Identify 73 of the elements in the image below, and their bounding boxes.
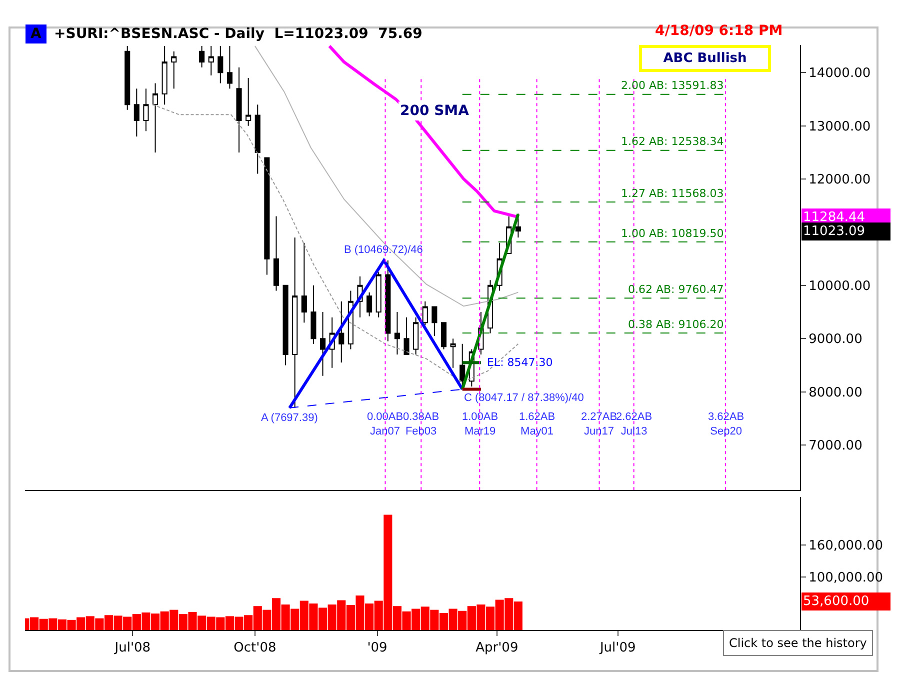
x-tick-label: Apr'09	[476, 640, 518, 656]
text: A	[30, 26, 42, 42]
ref-line-label: 1.00AB Mar19	[462, 411, 498, 438]
x-tick-label: '09	[367, 640, 388, 656]
candlestick	[404, 316, 410, 356]
candlestick	[292, 237, 298, 408]
series-label: 2.00 AB: 13591.83	[621, 79, 724, 92]
text: 4/18/09 6:18 PM	[655, 23, 783, 39]
candlestick	[134, 88, 140, 137]
text: Click to see the history	[729, 636, 867, 650]
x-tick-label: Jul'08	[114, 640, 151, 656]
candlestick	[385, 260, 391, 342]
annotation: B (10469.72)/46	[344, 244, 423, 256]
candlestick	[282, 284, 288, 366]
candlestick	[338, 300, 344, 364]
y-tick-label: 14000.00	[808, 66, 871, 82]
text: 11023.09	[803, 224, 866, 239]
y-tick-label: 7000.00	[808, 438, 862, 454]
ref-line-label: 0.00AB Jan07	[367, 411, 404, 438]
y-tick-label: 13000.00	[808, 119, 871, 134]
candlestick	[171, 50, 177, 90]
y-tick-label: 160,000.00	[808, 538, 884, 554]
x-tick-label: Oct'08	[234, 640, 276, 656]
candlestick	[246, 77, 252, 126]
candlestick	[273, 216, 280, 292]
candlestick	[236, 66, 242, 153]
series-label: 1.27 AB: 11568.03	[621, 187, 724, 200]
ref-line-label: 2.27AB Jun17	[581, 411, 618, 438]
text: 53,600.00	[803, 594, 870, 609]
candlestick	[199, 46, 205, 68]
candlestick	[226, 46, 232, 90]
chart-title: +SURI:^BSESN.ASC - Daily L=11023.09 75.69	[54, 26, 422, 42]
candlestick	[124, 46, 130, 110]
candlestick	[218, 46, 224, 84]
y-tick-label: 100,000.00	[808, 570, 884, 586]
candlestick	[376, 272, 382, 318]
ref-line-label: 0.38AB Feb03	[403, 411, 440, 438]
y-tick-label: 9000.00	[808, 332, 862, 348]
candlestick	[320, 312, 326, 376]
candlestick	[152, 82, 158, 153]
annotation: C (8047.17 / 87.38%)/40	[464, 392, 584, 404]
candlestick	[422, 300, 428, 326]
line-series	[254, 46, 519, 307]
text: 11284.44	[803, 210, 866, 225]
candlestick	[515, 213, 521, 238]
series-label: EL: 8547.30	[487, 356, 553, 369]
annotation: A (7697.39)	[261, 412, 318, 424]
ref-line-label: 2.62AB Jul13	[616, 411, 652, 438]
candlestick	[440, 322, 447, 350]
x-tick-label: Jul'09	[598, 640, 636, 656]
candlestick	[208, 46, 214, 76]
series-label: 1.62 AB: 12538.34	[621, 135, 724, 148]
series-label: 0.38 AB: 9106.20	[628, 318, 724, 331]
candlestick	[394, 312, 400, 356]
y-tick-label: 12000.00	[808, 172, 871, 188]
candlestick	[450, 338, 456, 368]
series-label: 200 SMA	[400, 103, 470, 119]
candlestick	[264, 157, 270, 276]
ref-line-label: 3.62AB Sep20	[708, 411, 744, 438]
candlestick	[413, 316, 419, 356]
y-tick-label: 10000.00	[808, 278, 871, 294]
candlestick	[366, 292, 372, 317]
candlestick	[162, 46, 168, 106]
candlestick	[432, 306, 438, 336]
candlestick	[254, 104, 260, 174]
annotation: ABC Bullish	[663, 51, 747, 66]
series-label: 0.62 AB: 9760.47	[628, 283, 724, 296]
y-tick-label: 8000.00	[808, 385, 862, 400]
candlestick	[301, 242, 307, 324]
candlestick	[310, 284, 316, 344]
series-label: 1.00 AB: 10819.50	[621, 227, 724, 240]
ref-line-label: 1.62AB May01	[519, 411, 556, 438]
candlestick	[143, 88, 149, 132]
